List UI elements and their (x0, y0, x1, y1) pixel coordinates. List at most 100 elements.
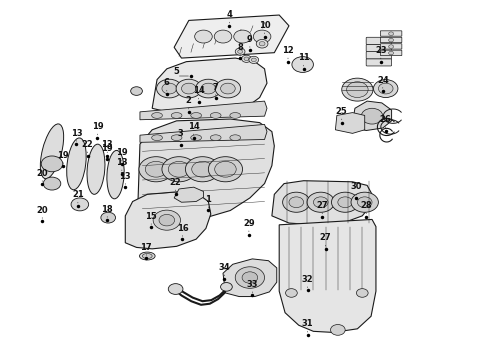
Circle shape (238, 50, 243, 53)
Text: 22: 22 (82, 140, 94, 149)
Ellipse shape (230, 113, 241, 118)
Text: 32: 32 (302, 275, 313, 284)
Text: 30: 30 (351, 183, 362, 192)
Circle shape (307, 192, 334, 212)
Text: 6: 6 (164, 78, 170, 87)
Circle shape (215, 79, 241, 98)
Text: 3: 3 (178, 129, 183, 138)
Polygon shape (335, 113, 365, 134)
Circle shape (101, 212, 116, 223)
Circle shape (168, 284, 183, 294)
Polygon shape (140, 101, 267, 120)
Circle shape (389, 51, 393, 55)
Text: 23: 23 (375, 46, 387, 55)
Text: 21: 21 (72, 190, 84, 199)
Polygon shape (140, 125, 267, 142)
Circle shape (389, 32, 393, 36)
Circle shape (168, 161, 190, 177)
Text: 13: 13 (71, 129, 82, 138)
Circle shape (289, 197, 304, 208)
FancyBboxPatch shape (380, 50, 402, 55)
Circle shape (357, 197, 372, 208)
Text: 14: 14 (188, 122, 199, 131)
Text: 18: 18 (101, 205, 113, 214)
Ellipse shape (210, 135, 221, 140)
Circle shape (181, 83, 196, 94)
Text: 34: 34 (219, 263, 230, 272)
Circle shape (41, 156, 63, 172)
Circle shape (378, 83, 393, 94)
Polygon shape (125, 192, 211, 249)
Text: 2: 2 (186, 96, 192, 105)
Text: 4: 4 (226, 10, 232, 19)
Text: 1: 1 (205, 195, 211, 204)
Circle shape (159, 215, 174, 226)
FancyBboxPatch shape (366, 59, 392, 66)
Circle shape (356, 289, 368, 297)
Ellipse shape (67, 138, 86, 190)
Text: 19: 19 (101, 144, 113, 153)
FancyBboxPatch shape (380, 37, 402, 42)
Text: 7: 7 (213, 83, 219, 92)
Polygon shape (174, 15, 289, 58)
Ellipse shape (230, 135, 241, 140)
Ellipse shape (152, 135, 162, 140)
Circle shape (389, 39, 393, 42)
Circle shape (283, 192, 310, 212)
Text: 19: 19 (116, 148, 128, 157)
Text: 17: 17 (141, 243, 152, 252)
Circle shape (192, 161, 213, 177)
Circle shape (185, 157, 220, 182)
Circle shape (75, 201, 84, 208)
Ellipse shape (191, 113, 201, 118)
Text: 24: 24 (377, 76, 389, 85)
Circle shape (235, 48, 245, 55)
Text: 25: 25 (336, 107, 347, 116)
Polygon shape (152, 58, 267, 114)
Polygon shape (174, 187, 203, 202)
Text: 13: 13 (116, 158, 128, 167)
Circle shape (338, 197, 352, 208)
Circle shape (215, 161, 236, 177)
Text: 33: 33 (246, 280, 258, 289)
Circle shape (361, 108, 383, 124)
Text: 19: 19 (57, 151, 69, 160)
Circle shape (139, 157, 173, 182)
Circle shape (351, 192, 378, 212)
Text: 11: 11 (298, 53, 310, 62)
Ellipse shape (152, 113, 162, 118)
Text: 27: 27 (317, 201, 328, 210)
Circle shape (131, 87, 143, 95)
Circle shape (220, 283, 232, 291)
FancyBboxPatch shape (380, 31, 402, 36)
FancyBboxPatch shape (366, 44, 392, 51)
Ellipse shape (171, 113, 182, 118)
Circle shape (346, 82, 368, 98)
Circle shape (201, 83, 216, 94)
Circle shape (244, 57, 249, 60)
Text: 8: 8 (237, 42, 243, 51)
Text: 5: 5 (173, 67, 179, 76)
Text: 27: 27 (320, 233, 331, 242)
Circle shape (342, 78, 373, 101)
Circle shape (214, 30, 232, 43)
Text: 15: 15 (146, 212, 157, 221)
Circle shape (196, 79, 221, 98)
Circle shape (208, 157, 243, 182)
Circle shape (220, 83, 235, 94)
Circle shape (146, 161, 167, 177)
FancyBboxPatch shape (366, 51, 392, 59)
Circle shape (314, 197, 328, 208)
Ellipse shape (191, 135, 201, 140)
Circle shape (235, 267, 265, 288)
Circle shape (331, 192, 359, 212)
Text: 14: 14 (193, 86, 204, 95)
Circle shape (153, 210, 180, 230)
Ellipse shape (140, 252, 155, 260)
Text: 9: 9 (247, 35, 253, 44)
Circle shape (43, 177, 61, 190)
Text: 20: 20 (36, 169, 48, 178)
FancyBboxPatch shape (366, 37, 392, 44)
Circle shape (389, 45, 393, 48)
Circle shape (373, 80, 398, 98)
